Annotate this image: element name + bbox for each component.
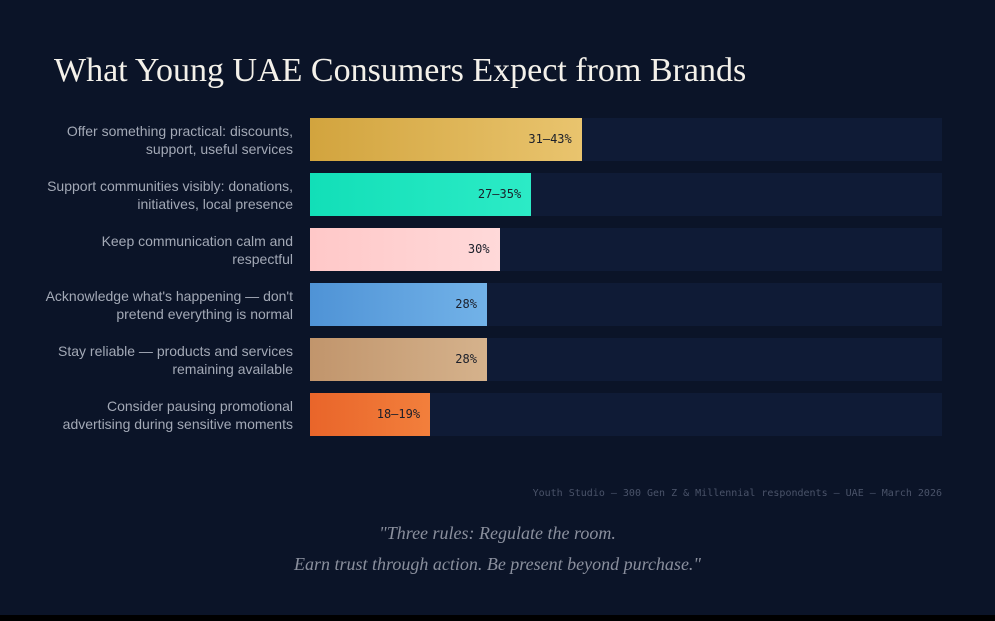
bar-row: Keep communication calm and respectful 30… (40, 228, 942, 271)
bar-rows: Offer something practical: discounts, su… (40, 118, 942, 436)
bar-track: 31–43% (310, 118, 942, 161)
bar (310, 283, 487, 326)
value-label: 30% (467, 242, 490, 256)
bar-row: Acknowledge what's happening — don't pre… (40, 283, 942, 326)
category-label: Stay reliable — products and services re… (58, 342, 293, 377)
value-label: 28% (455, 297, 477, 311)
quote-line: Earn trust through action. Be present be… (293, 554, 701, 574)
bar-row: Consider pausing promotional advertising… (40, 393, 942, 436)
category-label: Support communities visibly: donations, … (47, 177, 293, 212)
bar-track: 30% (310, 228, 942, 271)
quote: "Three rules: Regulate the room. Earn tr… (0, 518, 995, 580)
bar-row: Offer something practical: discounts, su… (40, 118, 942, 161)
bar (310, 338, 487, 381)
bar-row: Support communities visibly: donations, … (40, 173, 942, 216)
bar (310, 393, 431, 436)
value-label: 18–19% (376, 407, 421, 421)
category-label: Offer something practical: discounts, su… (66, 122, 293, 157)
bar-track: 18–19% (310, 393, 942, 436)
value-label: 28% (455, 352, 477, 366)
source-note: Youth Studio — 300 Gen Z & Millennial re… (532, 488, 942, 499)
bar-track: 27–35% (310, 173, 942, 216)
value-label: 27–35% (477, 187, 522, 201)
chart-title: What Young UAE Consumers Expect from Bra… (54, 52, 747, 89)
bar-track: 28% (310, 338, 942, 381)
category-label: Consider pausing promotional advertising… (62, 397, 293, 432)
bar-track: 28% (310, 283, 942, 326)
category-label: Keep communication calm and respectful (101, 232, 293, 267)
bar (310, 118, 582, 161)
quote-line: "Three rules: Regulate the room. (379, 523, 616, 543)
bar (310, 228, 500, 271)
value-label: 31–43% (528, 132, 572, 146)
category-label: Acknowledge what's happening — don't pre… (45, 287, 293, 322)
bar-row: Stay reliable — products and services re… (40, 338, 942, 381)
bar (310, 173, 532, 216)
